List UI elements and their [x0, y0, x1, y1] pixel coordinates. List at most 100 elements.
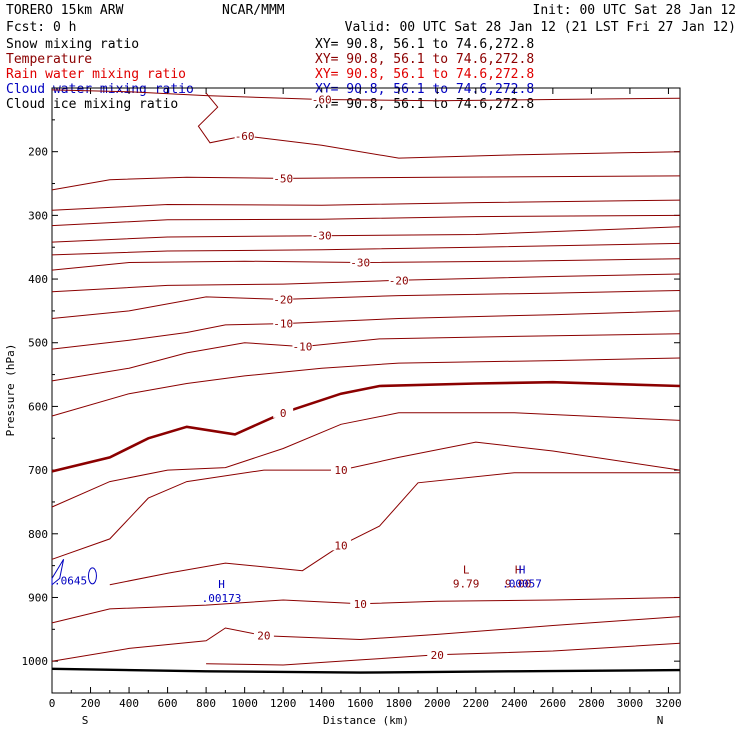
x-tick-label: 2800 [578, 697, 605, 710]
y-tick-label: 500 [28, 337, 48, 350]
x-tick-label: 3000 [617, 697, 644, 710]
valid-time: Valid: 00 UTC Sat 28 Jan 12 (21 LST Fri … [345, 20, 736, 35]
isotherm-label: 0 [280, 407, 287, 420]
north-end-label: N [657, 714, 664, 727]
isotherm-line [51, 175, 681, 191]
isotherm-label-bg [311, 228, 332, 241]
x-tick-label: 1000 [231, 697, 258, 710]
y-axis-label: Pressure (hPa) [4, 344, 17, 437]
extremum-value: 9.79 [453, 577, 480, 590]
isotherm-label: 20 [431, 649, 444, 662]
isotherm-line [51, 290, 681, 319]
isotherm-label-bg [311, 92, 332, 105]
extremum-value: .00057 [502, 577, 542, 590]
isotherm-label-bg [350, 596, 371, 609]
x-tick-label: 1600 [347, 697, 374, 710]
legend-name: Cloud ice mixing ratio [6, 97, 178, 112]
isotherm-label: 10 [354, 598, 367, 611]
extremum-letter: L [463, 563, 470, 576]
isotherm-line [51, 412, 681, 508]
cloud-water-contour-small [87, 567, 97, 585]
plot-frame [51, 87, 681, 694]
isotherm-label-bg [350, 255, 371, 268]
y-tick-label: 800 [28, 528, 48, 541]
temperature-isotherms: -60 -60 -50 -30 -30 -20 -20 -10 -10 0 10 10 10 20 20 .0… [51, 89, 681, 674]
legend-xy: XY= 90.8, 56.1 to 74.6,272.8 [315, 67, 534, 82]
extremum-value: 9.00 [505, 577, 532, 590]
x-tick-label: 2400 [501, 697, 528, 710]
extremum-letter: H [515, 563, 522, 576]
isotherm-label: -60 [312, 93, 332, 106]
isotherm-label: -10 [292, 341, 312, 354]
y-tick-label: 1000 [22, 655, 49, 668]
y-tick-label: 300 [28, 209, 48, 222]
legend-name: Temperature [6, 52, 92, 67]
isotherm-label-bg [330, 463, 351, 476]
forecast-hour: Fcst: 0 h [6, 20, 76, 35]
isotherm-label: 20 [257, 630, 270, 643]
isotherm-line [206, 642, 681, 666]
x-tick-label: 600 [158, 697, 178, 710]
extremum-letter: H [519, 563, 526, 576]
isotherm-label: -30 [312, 230, 332, 243]
isotherm-label: 10 [334, 464, 347, 477]
snow-ratio-line [51, 667, 681, 674]
isotherm-line [51, 242, 681, 256]
x-tick-label: 1200 [270, 697, 297, 710]
x-tick-label: 1800 [385, 697, 412, 710]
x-tick-label: 800 [196, 697, 216, 710]
legend-xy: XY= 90.8, 56.1 to 74.6,272.8 [315, 52, 534, 67]
isotherm-label-bg [253, 628, 274, 641]
x-tick-label: 2600 [540, 697, 567, 710]
isotherm-line [109, 472, 680, 586]
isotherm-line [51, 310, 681, 350]
isotherm-label-bg [273, 316, 294, 329]
isotherm-label: -50 [273, 172, 293, 185]
cloud-water-label: .0645 [54, 575, 87, 588]
y-tick-label: 200 [28, 146, 48, 159]
legend: Snow mixing ratio XY= 90.8, 56.1 to 74.6,… [6, 37, 534, 112]
x-tick-label: 200 [81, 697, 101, 710]
isotherm-line [51, 380, 681, 473]
legend-xy: XY= 90.8, 56.1 to 74.6,272.8 [315, 37, 534, 52]
isotherm-label-bg [330, 538, 351, 551]
center-title: NCAR/MMM [222, 3, 285, 18]
isotherm-label-bg [273, 171, 294, 184]
isotherm-label-bg [388, 273, 409, 286]
x-tick-label: 3200 [655, 697, 682, 710]
x-tick-label: 2200 [463, 697, 490, 710]
isotherm-label-bg [273, 405, 294, 418]
legend-name: Snow mixing ratio [6, 37, 139, 52]
isotherm-line [51, 226, 681, 243]
isotherm-label: -20 [389, 274, 409, 287]
legend-xy: XY= 90.8, 56.1 to 74.6,272.8 [315, 97, 534, 112]
isotherm-label-bg [427, 647, 448, 660]
y-tick-label: 900 [28, 591, 48, 604]
isotherm-label-bg [292, 339, 313, 352]
isotherm-label: -30 [350, 256, 370, 269]
init-time: Init: 00 UTC Sat 28 Jan 12 [533, 3, 737, 18]
cloud-water-contour [51, 559, 65, 586]
y-tick-label: 700 [28, 464, 48, 477]
isotherm-label: 10 [334, 539, 347, 552]
x-tick-label: 0 [49, 697, 56, 710]
isotherm-line [51, 214, 681, 227]
x-tick-label: 2000 [424, 697, 451, 710]
axis-ticks: 0 200 400 600 800 1000 1200 1400 1600 1800 2000 220… [22, 88, 682, 710]
isotherm-label-bg [273, 292, 294, 305]
extremum-value: .00173 [202, 592, 242, 605]
isotherm-line [51, 616, 681, 662]
isotherm-line [51, 357, 681, 417]
x-tick-label: 400 [119, 697, 139, 710]
isotherm-label: -20 [273, 293, 293, 306]
isotherm-label: -60 [235, 130, 255, 143]
isotherm-line [51, 333, 681, 382]
isotherm-line [51, 441, 681, 560]
isotherm-line [51, 273, 681, 293]
x-tick-label: 1400 [308, 697, 335, 710]
isotherm-label-bg [234, 128, 255, 141]
isotherm-line [51, 258, 681, 271]
isotherm-line [51, 199, 681, 211]
